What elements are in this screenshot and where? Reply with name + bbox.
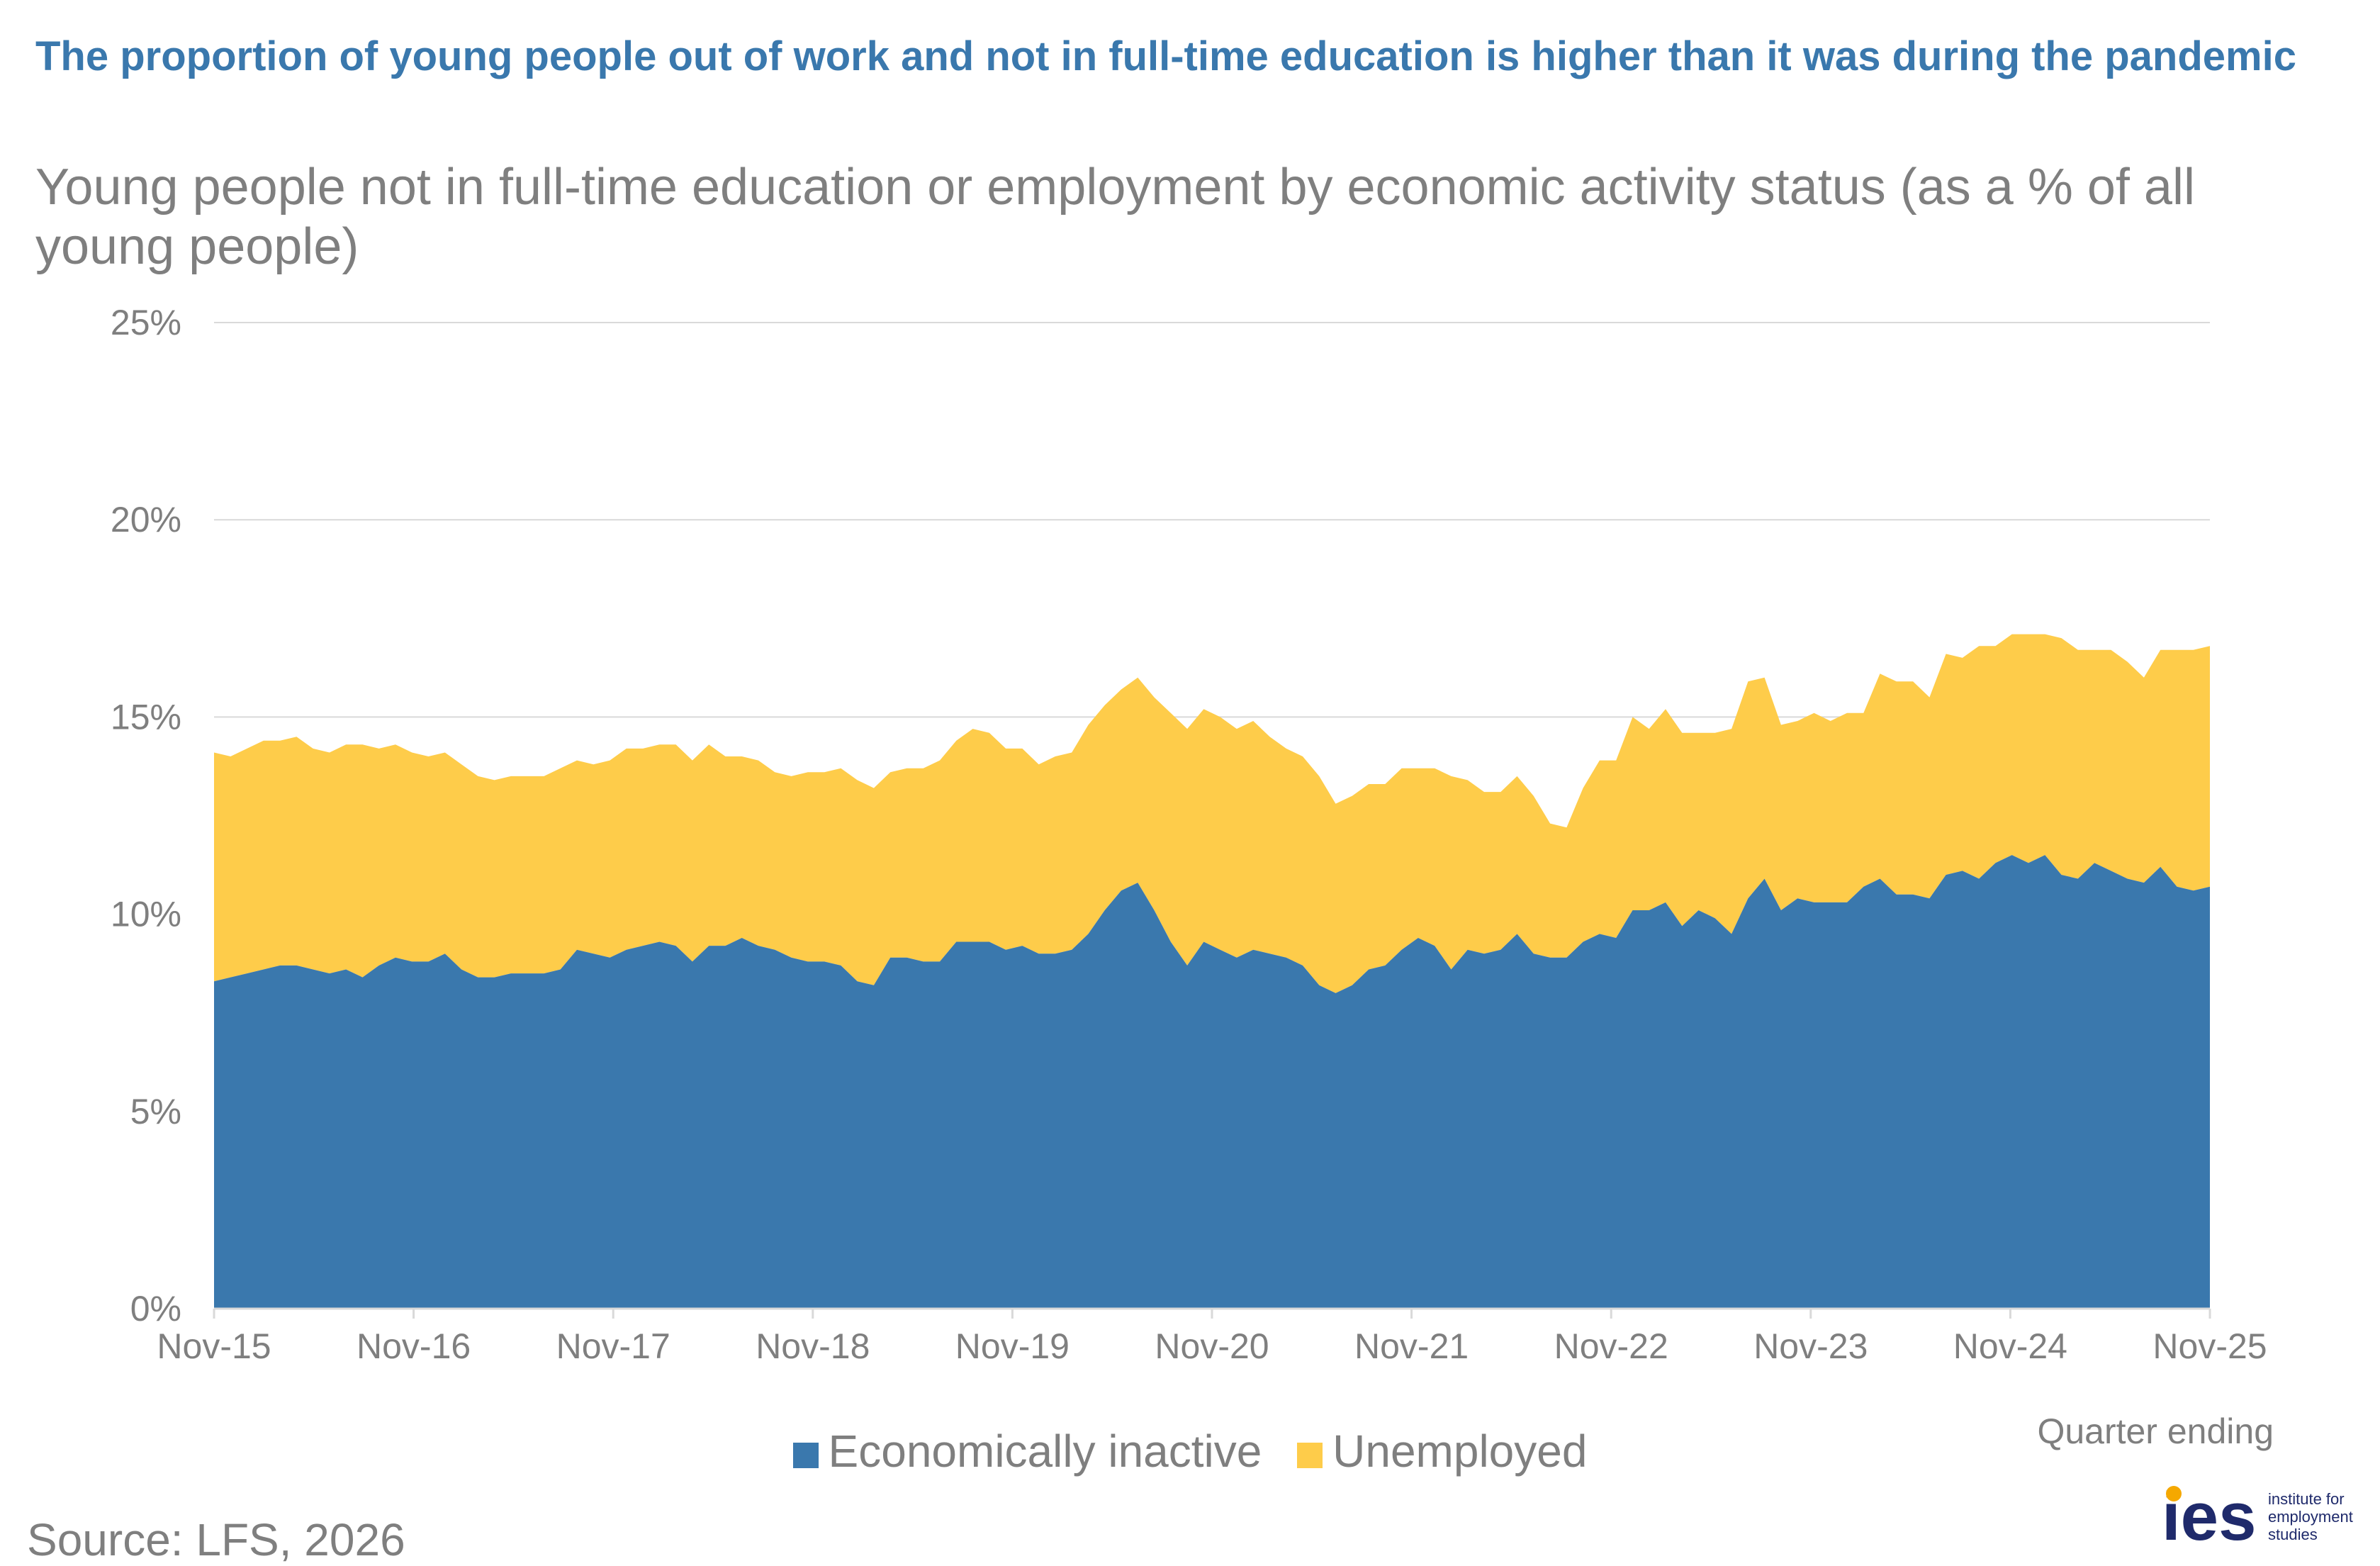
x-tick-label: Nov-20 <box>1155 1326 1269 1366</box>
area-economically-inactive <box>214 855 2210 1309</box>
x-tick-label: Nov-22 <box>1554 1326 1668 1366</box>
chart-subtitle: Young people not in full-time education … <box>35 159 2195 275</box>
x-tick-label: Nov-21 <box>1354 1326 1469 1366</box>
x-tick-label: Nov-23 <box>1753 1326 1868 1366</box>
x-tick-label: Nov-25 <box>2152 1326 2267 1366</box>
legend-label-unemployed: Unemployed <box>1332 1426 1588 1477</box>
x-axis-title: Quarter ending <box>2037 1411 2274 1451</box>
x-tick-label: Nov-18 <box>756 1326 870 1366</box>
x-tick-label: Nov-24 <box>1953 1326 2067 1366</box>
y-tick-label: 15% <box>111 697 181 737</box>
logo-text: institute for employment studies <box>2268 1490 2353 1543</box>
x-tick-label: Nov-19 <box>955 1326 1070 1366</box>
y-tick-label: 10% <box>111 895 181 934</box>
legend-label-inactive: Economically inactive <box>828 1426 1262 1477</box>
logo-dot <box>2166 1486 2182 1501</box>
y-tick-label: 20% <box>111 500 181 539</box>
x-tick-label: Nov-15 <box>157 1326 271 1366</box>
y-tick-label: 5% <box>130 1092 181 1131</box>
chart-axes: 0% 5% 10% 15% 20% 25% Nov-15 Nov-16 Nov-17 Nov-18… <box>111 303 2267 1366</box>
legend-swatch-inactive <box>792 1443 819 1468</box>
legend: Economically inactive Unemployed <box>0 1425 2380 1477</box>
legend-item-inactive: Economically inactive <box>792 1425 1262 1477</box>
y-tick-label: 25% <box>111 303 181 342</box>
x-tick-label: Nov-17 <box>556 1326 670 1366</box>
chart-areas <box>214 634 2210 1309</box>
ies-logo: ies institute for employment studies <box>2162 1482 2367 1553</box>
y-tick-label: 0% <box>130 1289 181 1329</box>
legend-swatch-unemployed <box>1297 1443 1323 1468</box>
x-tick-label: Nov-16 <box>357 1326 471 1366</box>
source-note: Source: LFS, 2026 <box>27 1514 405 1565</box>
area-unemployed <box>214 634 2210 993</box>
legend-item-unemployed: Unemployed <box>1297 1425 1587 1477</box>
chart-title: The proportion of young people out of wo… <box>35 33 2296 79</box>
